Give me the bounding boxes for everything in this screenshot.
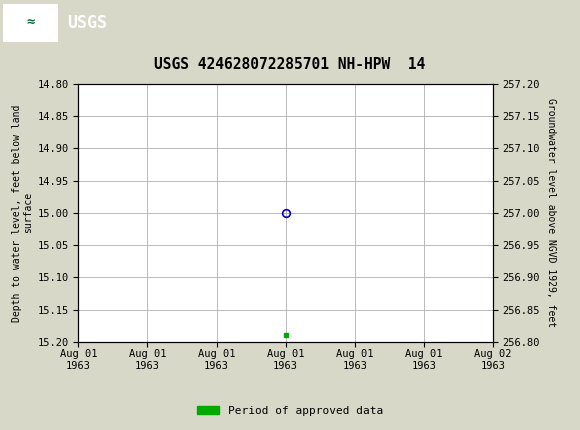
Y-axis label: Groundwater level above NGVD 1929, feet: Groundwater level above NGVD 1929, feet xyxy=(546,98,556,327)
Y-axis label: Depth to water level, feet below land
surface: Depth to water level, feet below land su… xyxy=(12,104,33,322)
Text: USGS: USGS xyxy=(67,14,107,31)
Bar xyxy=(3,3,58,42)
Text: ≈: ≈ xyxy=(26,15,34,29)
Legend: Period of approved data: Period of approved data xyxy=(193,401,387,420)
Text: USGS 424628072285701 NH-HPW  14: USGS 424628072285701 NH-HPW 14 xyxy=(154,57,426,72)
